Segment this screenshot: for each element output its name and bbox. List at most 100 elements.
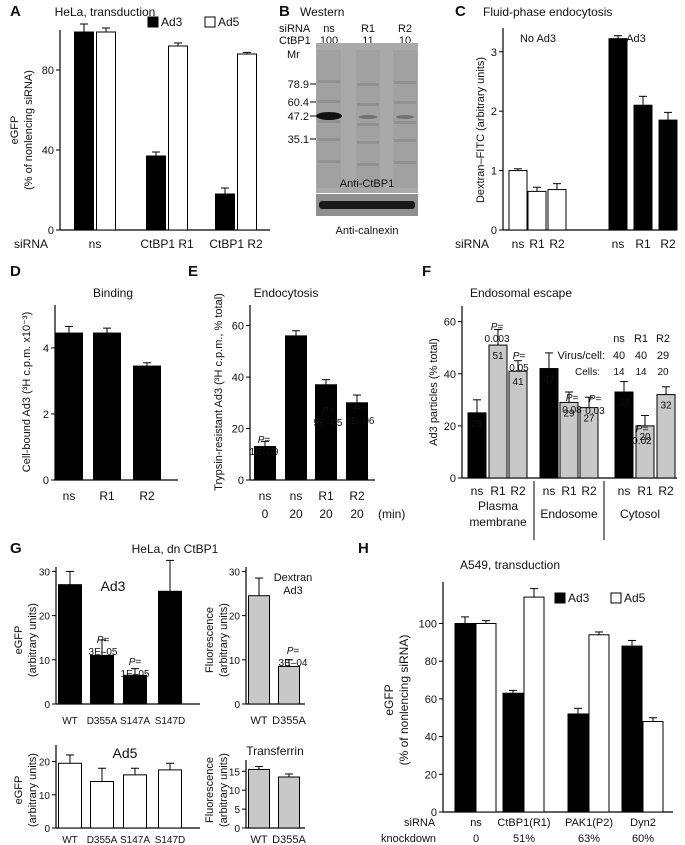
y-tick-label-D: 0: [43, 475, 49, 487]
chart-G3: 0 10 20: [39, 745, 200, 835]
bar-D-0: [55, 332, 83, 481]
y-tick-label-C: 1: [491, 166, 497, 178]
bar-G4-0: [248, 768, 270, 829]
y-tick-label-A: 40: [42, 145, 54, 157]
p-value-G1: 1E–05: [121, 669, 150, 680]
bar-A-1: [96, 31, 116, 231]
blot-faint-band-B: [357, 103, 379, 106]
x-tick-label-E: ns: [259, 489, 272, 503]
x-tick-label2-H: 63%: [578, 833, 600, 845]
y-tick-label-G3: 0: [44, 824, 50, 835]
x-tick-label-F: ns: [471, 484, 484, 498]
bar-D-2: [133, 365, 161, 481]
blot-band-calnexin: [319, 201, 415, 209]
y-tick-label-D: 2: [43, 409, 49, 421]
bar-A-5: [237, 53, 257, 231]
blot-faint-band-B: [318, 120, 340, 123]
y-tick-label-E: 60: [232, 321, 244, 333]
unit-label-E: (min): [378, 507, 405, 521]
panel-letter-E: E: [188, 263, 198, 280]
y-label-H: eGFP: [382, 684, 396, 715]
y-tick-label-G1: 10: [39, 656, 51, 667]
x-tick-label-A: CtBP1 R1: [140, 237, 194, 251]
x-tick-label-G1: S147A: [120, 716, 150, 727]
legend-label-H: Ad3: [568, 591, 590, 605]
y-tick-label-F: 60: [444, 317, 456, 329]
blot-faint-band-B: [394, 101, 416, 104]
legend-swatch-A: [147, 16, 159, 28]
y-tick-label-H: 40: [425, 732, 437, 744]
bar-G2-0: [248, 595, 270, 705]
y-tick-label-A: 0: [48, 225, 54, 237]
blot-band-ctbp1-r1: [359, 115, 377, 119]
info-table-header-F: ns: [613, 333, 625, 345]
bar-H-6: [621, 645, 643, 813]
blot-faint-band-B: [357, 163, 379, 166]
x-tick-label-F: R1: [561, 484, 577, 498]
subchart-title-G4: Transferrin: [246, 744, 304, 758]
y-label-G4: (arbitrary units): [218, 753, 230, 827]
chart-title-H: A549, transduction: [460, 558, 560, 572]
data-label-F-2: 41: [512, 377, 524, 388]
y-tick-label-C: 3: [491, 47, 497, 59]
info-table-header-F: R1: [634, 333, 648, 345]
y-tick-label-H: 20: [425, 769, 437, 781]
y-label-A: eGFP: [9, 116, 21, 145]
group-label-F: membrane: [469, 515, 527, 529]
legend-swatch-H: [554, 592, 566, 604]
data-label-F-6: 33: [618, 398, 630, 409]
panel-letter-G: G: [10, 540, 22, 557]
chart-C: 0 1 2 3: [491, 28, 678, 237]
bar-C-1: [527, 190, 547, 231]
legend-swatch-H: [610, 592, 622, 604]
bar-G3-0: [58, 762, 82, 829]
p-value-F: P=: [513, 351, 526, 362]
group-label-F: Cytosol: [620, 507, 660, 521]
x-tick-label-E: R1: [318, 489, 334, 503]
chart-title-G: HeLa, dn CtBP1: [132, 542, 219, 556]
blot-row-value-B: 11: [362, 35, 373, 47]
panel-letter-F: F: [422, 263, 431, 280]
blot-faint-band-B: [318, 138, 340, 141]
x-tick-label2-E: 20: [289, 507, 303, 521]
bar-C-3: [608, 38, 628, 231]
p-value-E: P=: [354, 404, 367, 415]
p-value-F: 0.02: [632, 436, 652, 447]
blot-faint-band-B: [318, 80, 340, 83]
y-label-G1: eGFP: [13, 626, 25, 655]
x-tick-label-H: ns: [470, 817, 482, 829]
chart-title-E: Endocytosis: [254, 286, 319, 300]
bar-D-1: [93, 332, 121, 481]
group-label-C: No Ad3: [520, 33, 556, 45]
group-label-F: Plasma: [478, 499, 518, 513]
x-tick-label-H: Dyn2: [630, 817, 656, 829]
x-tick-label-F: R2: [658, 484, 674, 498]
mr-label-B: Mr: [287, 49, 300, 61]
bar-C-4: [633, 104, 653, 231]
subchart-title-G2: Dextran: [274, 572, 313, 584]
data-label-F-3: 42: [543, 375, 555, 386]
p-value-G1: P=: [129, 657, 142, 668]
chart-E: 0 20 40 60: [232, 305, 375, 487]
x-tick-label-G4: D355A: [272, 834, 306, 845]
x-tick-label-G3: D355A: [87, 835, 118, 845]
panel-letter-B: B: [279, 3, 290, 20]
bar-H-1: [475, 622, 497, 813]
group-label-F: Endosome: [540, 507, 598, 521]
chart-title-A: HeLa, transduction: [55, 5, 156, 19]
bar-G3-3: [158, 769, 182, 829]
blot-row-value-B: R2: [398, 23, 412, 35]
x-tick-label-E: ns: [290, 489, 303, 503]
x-tick-label-G3: S147A: [120, 835, 150, 845]
p-value-F: 0.03: [585, 406, 605, 417]
x-tick-label-C: R2: [549, 237, 565, 251]
y-tick-label-G2: 0: [234, 700, 240, 711]
y-tick-label-E: 40: [232, 372, 244, 384]
subchart-title-G2: Ad3: [283, 585, 303, 597]
p-value-G1: P=: [97, 635, 110, 646]
blot-row-label-B: CtBP1: [279, 35, 311, 47]
y-tick-label-G4: 10: [229, 786, 241, 797]
mr-marker-B: 35.1: [288, 134, 309, 146]
x-tick-label2-E: 20: [350, 507, 364, 521]
info-table-value-F: 14: [613, 367, 625, 378]
